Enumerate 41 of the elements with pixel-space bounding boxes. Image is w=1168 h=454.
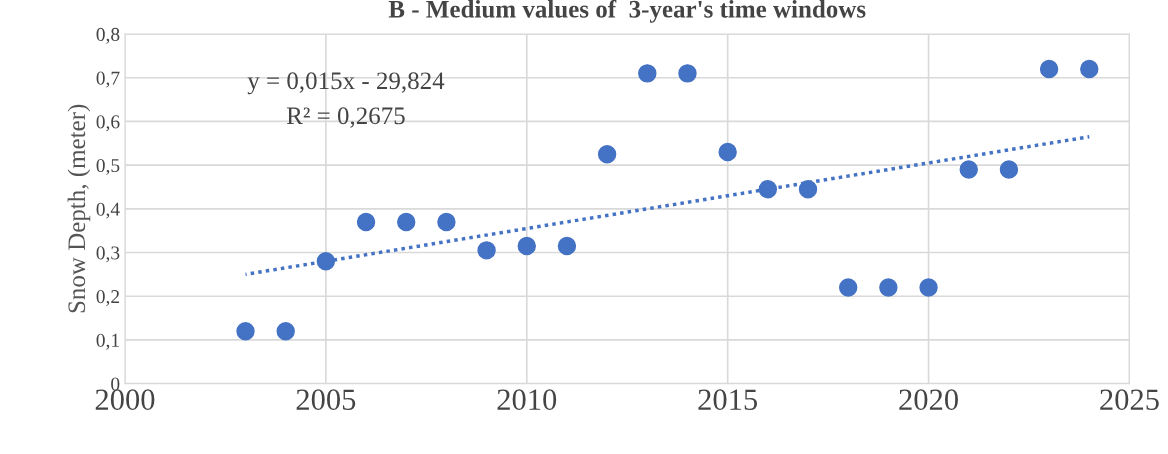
y-tick-label: 0,1 — [96, 333, 119, 350]
x-tick-label: 2015 — [698, 389, 758, 410]
point — [919, 278, 938, 297]
y-tick-label: 0,7 — [96, 71, 120, 88]
y-axis-title: Snow Depth, (meter) — [67, 104, 91, 313]
x-tick-label: 2005 — [296, 389, 356, 410]
point — [638, 64, 657, 83]
point — [1080, 59, 1099, 79]
point — [959, 160, 978, 179]
point — [236, 321, 255, 341]
point — [839, 278, 858, 297]
point — [1039, 59, 1059, 79]
y-tick-label: 0,8 — [96, 27, 120, 44]
y-tick-label: 0,5 — [96, 158, 120, 175]
point — [557, 236, 577, 256]
annotation: y = 0,015x - 29,824 — [247, 72, 445, 95]
point — [437, 212, 456, 232]
point — [758, 179, 778, 199]
y-tick-label: 0,2 — [96, 290, 120, 306]
x-tick-label: 2010 — [497, 389, 557, 410]
point — [477, 241, 496, 260]
point — [999, 160, 1019, 179]
point — [276, 321, 295, 341]
point — [356, 212, 376, 232]
point — [597, 145, 617, 164]
x-tick-label: 2000 — [95, 389, 155, 410]
y-tick-label: 0 — [111, 377, 120, 391]
point — [316, 252, 336, 271]
y-tick-label: 0,4 — [96, 202, 120, 219]
point — [678, 64, 697, 83]
annotation: R² = 0,2675 — [286, 107, 405, 128]
point — [397, 212, 416, 232]
point — [879, 278, 898, 297]
x-tick-label: 2020 — [899, 389, 958, 410]
x-tick-label: 2025 — [1100, 389, 1159, 410]
y-tick-label: 0,3 — [96, 246, 120, 263]
point — [718, 142, 737, 162]
point — [517, 236, 536, 256]
point — [798, 179, 818, 199]
chart-title: B - Medium values of 3-year's time windows — [388, 0, 866, 23]
y-tick-label: 0,6 — [96, 115, 120, 132]
